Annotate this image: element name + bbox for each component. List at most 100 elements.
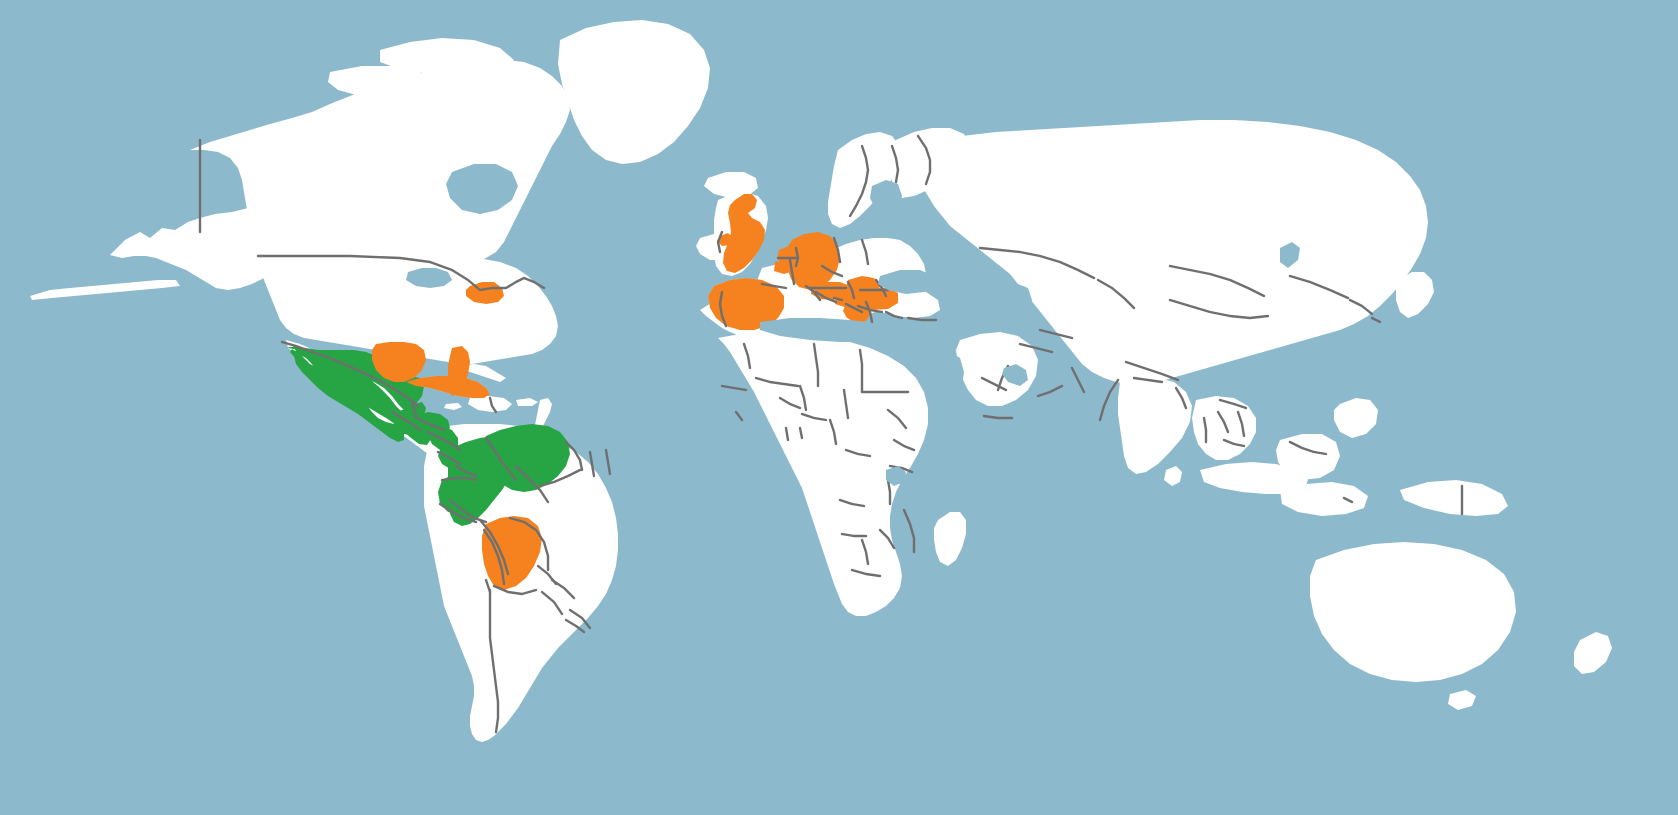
border-ethiopia-kenya [892,438,916,452]
border-bolivia-brazil [508,516,550,572]
border-car-drc [844,448,872,458]
border-peru-bolivia [482,528,506,586]
land-australia [1310,542,1516,682]
water-mediterranean [760,318,900,342]
border-senegal-mauritania [720,384,748,392]
water-black-sea [878,270,936,294]
land-baffin [464,84,560,140]
border-nicaragua-costarica [436,450,462,466]
land-iceland [704,172,758,198]
land-sri-lanka [1164,466,1182,486]
border-serbia-bosnia [864,300,874,324]
land-aleutians [30,280,180,300]
border-cotedivoire-ghana [784,426,790,442]
border-honduras-nicaragua [426,430,462,452]
border-saudi-yemen [982,414,1014,420]
border-peru-brazil [478,518,510,576]
land-madagascar [934,512,966,566]
border-germany-poland [832,236,842,264]
border-portugal-spain [718,290,728,328]
border-kazakhstan-china [1096,278,1136,310]
region-bulgaria [853,288,898,310]
water-persian-gulf [1002,364,1028,386]
border-afghanistan-pakistan [1070,366,1086,394]
border-france-italy [804,284,822,302]
water-lake-victoria [886,466,906,486]
border-colombia-brazil [514,464,550,504]
region-venezuela [484,424,570,492]
border-drc-tanzania [886,478,892,506]
border-norway-sweden [848,144,870,218]
border-sudan-chad [842,388,850,420]
border-usa-mexico [280,340,420,408]
border-guyana-suriname [588,450,596,478]
border-india-pakistan [1098,378,1120,422]
border-france-spain [760,282,788,290]
border-niger-nigeria [800,412,828,422]
region-mexico-baja [290,349,331,393]
land-usa-lower48 [258,254,558,364]
border-costarica-panama [454,464,478,478]
border-peru-chile [484,578,492,594]
border-botswana-southafrica [850,568,882,578]
border-namibia-botswana [860,538,870,566]
border-russia-kazakhstan [978,246,1096,280]
water-baltic [870,180,902,214]
border-turkey-syria [906,316,938,322]
border-ecuador-peru [438,502,478,524]
land-greenland [558,20,710,164]
land-new-zealand [1574,632,1612,674]
border-venezuela-brazil [538,468,582,488]
land-arctic-islands [380,38,514,76]
border-mozambique-coast [902,508,916,554]
border-china-korea [1348,298,1374,316]
border-algeria-mali [754,376,800,388]
land-bahamas [460,364,506,382]
border-china-vietnam [1218,398,1248,410]
border-malaysia-indonesia [1288,440,1328,456]
region-el-salvador [410,428,428,440]
region-texas [372,342,426,382]
coastline-accents-layer [406,164,1300,486]
land-philippines [1334,398,1378,438]
border-venezuela-guyana [564,440,584,472]
border-myanmar-thailand [1202,416,1208,444]
land-puerto-rico [516,398,538,406]
land-jamaica [444,403,462,410]
land-victoria-island [328,66,428,98]
border-usa-canada [256,254,546,292]
border-uzbekistan-kazakh [1038,328,1074,340]
land-india [1118,378,1192,474]
border-colombia-venezuela [484,436,518,482]
border-austria-italy [814,290,838,304]
border-china-india [1124,360,1180,382]
border-kenya-tanzania [888,464,914,474]
border-angola-namibia [840,532,868,538]
border-zambia-zimbabwe [878,528,896,550]
border-mali-burkina [778,396,802,410]
border-colombia-ecuador [440,476,478,482]
border-italy-slovenia [832,296,844,302]
border-sudan-ethiopia [886,408,908,430]
border-guatemala-honduras [412,414,446,432]
water-red-sea [940,352,964,394]
land-asia [900,120,1428,384]
border-uk-ireland [716,230,724,254]
border-mali-niger [798,384,808,412]
border-nigeria-cameroon [828,418,838,446]
border-sweden-finland [890,144,900,184]
border-russia-china-east [1288,274,1350,300]
border-ghana-togo [798,426,804,440]
land-africa [718,332,928,616]
border-libya-egypt [858,348,864,394]
border-suriname-guiana [604,448,612,476]
region-cuba [406,376,490,398]
border-turkmenistan-iran [1018,342,1054,354]
border-greece-turkey [884,310,904,320]
land-tasmania [1448,690,1476,710]
border-brazil-paraguay [550,578,576,600]
border-paraguay-argentina [540,590,564,616]
country-borders-layer [198,134,1464,734]
border-argentina-uruguay [564,618,586,634]
land-indonesia-2 [1280,482,1368,516]
